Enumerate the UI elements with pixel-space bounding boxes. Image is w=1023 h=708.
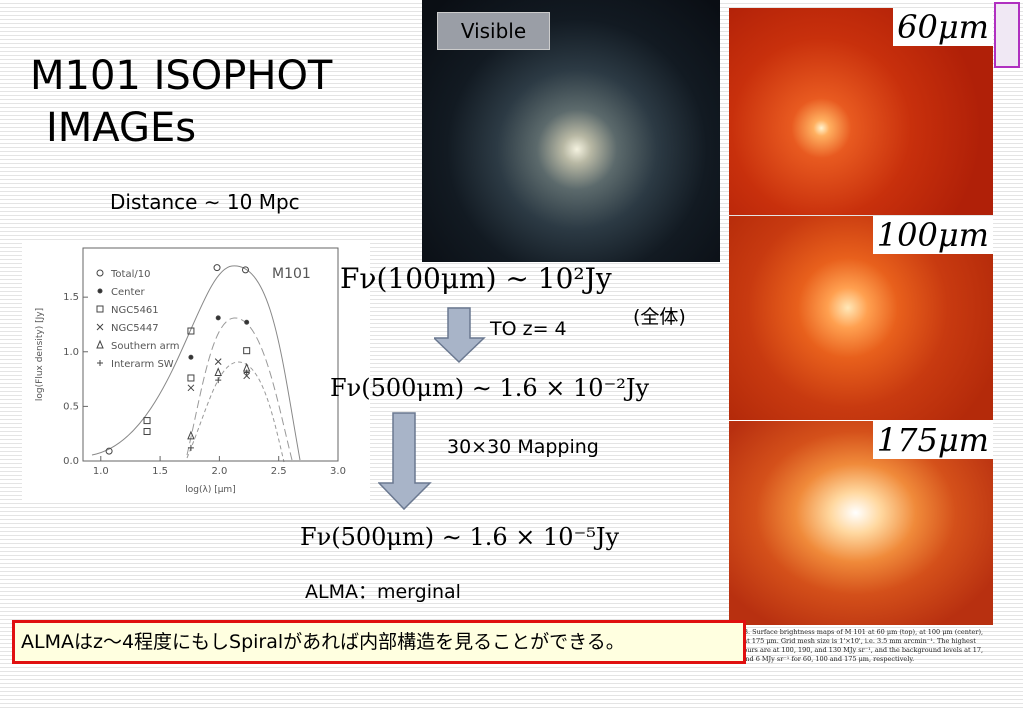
point bbox=[105, 447, 113, 455]
legend-label: NGC5461 bbox=[111, 305, 159, 316]
arrow bbox=[434, 307, 486, 364]
arrow bbox=[378, 412, 432, 511]
plot-title: M101 bbox=[272, 266, 311, 282]
legend-label: Total/10 bbox=[110, 269, 150, 280]
x-tick-label: 1.5 bbox=[152, 466, 168, 477]
map-100: 100μm bbox=[729, 216, 993, 420]
fit-curve bbox=[91, 265, 301, 461]
flux-note: (全体) bbox=[633, 306, 686, 328]
x-tick-label: 2.0 bbox=[211, 466, 227, 477]
legend-marker bbox=[97, 288, 103, 294]
point bbox=[187, 327, 195, 335]
plot-frame bbox=[22, 240, 370, 502]
caption: Fig. 3. Surface brightness maps of M 101… bbox=[729, 628, 984, 663]
point bbox=[241, 266, 249, 274]
legend-label: NGC5447 bbox=[111, 323, 159, 334]
point bbox=[243, 347, 251, 355]
legend-label: Center bbox=[111, 287, 146, 298]
y-tick-label: 1.0 bbox=[63, 347, 79, 358]
point bbox=[243, 369, 250, 376]
arrow-shape bbox=[378, 412, 432, 511]
legend-marker bbox=[96, 323, 104, 331]
point bbox=[215, 377, 222, 384]
point bbox=[214, 367, 222, 377]
title-line: IMAGEs bbox=[46, 105, 197, 151]
y-axis-label: log(Flux density) [Jy] bbox=[35, 308, 45, 401]
band-label: 60μm bbox=[893, 8, 993, 46]
point bbox=[187, 430, 195, 440]
flux-z4: Fν(500μm) ∼ 1.6 × 10⁻²Jy bbox=[330, 374, 650, 402]
point bbox=[187, 384, 195, 392]
arrow2-label: 30×30 Mapping bbox=[447, 436, 599, 458]
x-tick-label: 1.0 bbox=[93, 466, 109, 477]
alma: ALMA：merginal bbox=[305, 581, 461, 603]
band-label: 100μm bbox=[872, 216, 993, 254]
flux-total: Fν(100μm) ∼ 10²Jy bbox=[340, 262, 612, 295]
point bbox=[188, 354, 194, 360]
x-axis-label: log(λ) [μm] bbox=[185, 485, 235, 495]
sed-plot: 1.0 1.5 2.0 2.5 3.0 0.0 0.5 1.0 1.5 log(λ) [μm] lo… bbox=[35, 247, 346, 495]
plot-axes bbox=[82, 247, 339, 462]
point bbox=[143, 428, 151, 436]
point bbox=[214, 358, 222, 365]
legend-marker bbox=[97, 360, 103, 366]
point bbox=[143, 417, 151, 425]
band-label: 175μm bbox=[872, 421, 993, 459]
point bbox=[187, 444, 194, 451]
visible-label: Visible bbox=[437, 12, 550, 50]
logo bbox=[994, 2, 1020, 68]
point bbox=[213, 264, 221, 272]
fit-curve bbox=[186, 361, 285, 463]
map-175: 175μm bbox=[729, 421, 993, 625]
point bbox=[215, 315, 221, 321]
y-tick-label: 1.5 bbox=[63, 292, 79, 303]
x-tick-label: 2.5 bbox=[271, 466, 287, 477]
fit-curve bbox=[186, 317, 293, 461]
point bbox=[243, 372, 251, 380]
flux-mapped: Fν(500μm) ∼ 1.6 × 10⁻⁵Jy bbox=[300, 523, 620, 551]
point bbox=[244, 319, 250, 325]
title: M101 ISOPHOT IMAGEs bbox=[30, 50, 332, 154]
distance: Distance ∼ 10 Mpc bbox=[110, 190, 300, 214]
arrow-shape bbox=[434, 307, 486, 364]
y-tick-label: 0.5 bbox=[63, 401, 79, 412]
y-tick-label: 0.0 bbox=[63, 456, 79, 467]
legend-marker bbox=[96, 339, 104, 349]
map-60: 60μm bbox=[729, 8, 993, 215]
note-box: ALMAはz～4程度にもしSpiralがあれば内部構造を見ることができる。 bbox=[12, 620, 746, 664]
legend-marker bbox=[96, 305, 104, 313]
x-tick-label: 3.0 bbox=[330, 466, 346, 477]
legend-label: Interarm SW bbox=[111, 359, 174, 370]
arrow1-label: TO z= 4 bbox=[490, 318, 567, 340]
point bbox=[187, 374, 195, 382]
legend-marker bbox=[96, 269, 104, 277]
legend-label: Southern arm bbox=[111, 341, 179, 352]
title-line: M101 ISOPHOT bbox=[30, 53, 333, 99]
